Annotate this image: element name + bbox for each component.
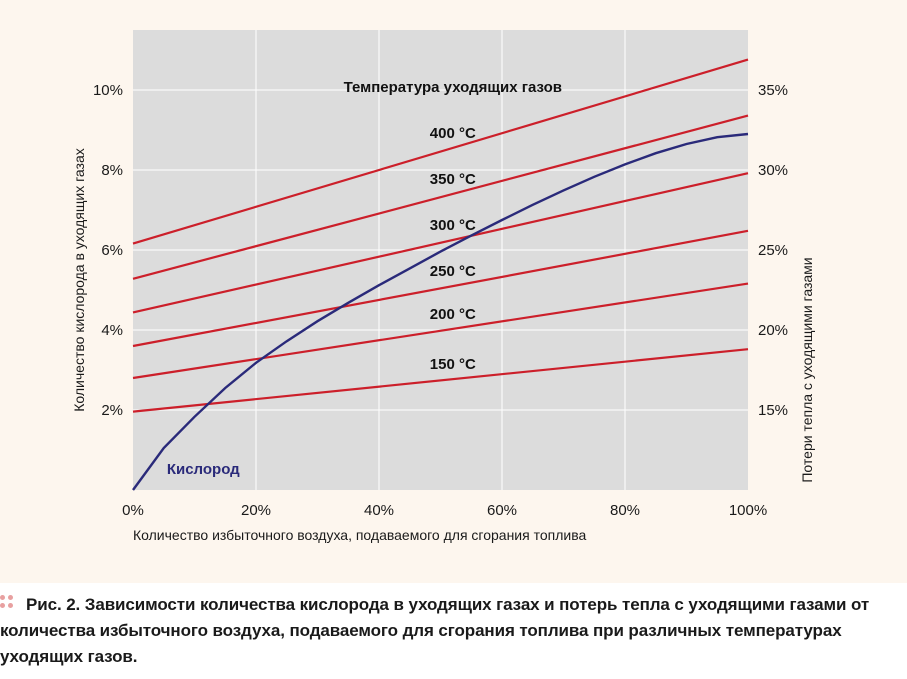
y-left-tick-label: 6% xyxy=(101,242,123,259)
y-right-tick-label: 35% xyxy=(758,82,788,99)
caption-text: Рис. 2. Зависимости количества кислорода… xyxy=(0,595,870,666)
series-label-300: 300 °C xyxy=(430,217,476,234)
chart-figure: 150 °C 200 °C 250 °C 300 °C 350 °C 400 °C Кисл… xyxy=(0,0,907,583)
y-right-tick-label: 15% xyxy=(758,402,788,419)
oxygen-line xyxy=(132,132,749,491)
caption-bullet-icon xyxy=(0,595,16,611)
series-label-400: 400 °C xyxy=(430,125,476,142)
series-label-150: 150 °C xyxy=(430,356,476,373)
oxygen-label: Кислород xyxy=(167,461,240,478)
y-right-tick-label: 30% xyxy=(758,162,788,179)
temperature-line-300 xyxy=(132,172,749,314)
y-right-axis-title: Потери тепла с уходящими газами xyxy=(799,257,815,482)
x-tick-label: 40% xyxy=(364,502,394,519)
figure-caption: Рис. 2. Зависимости количества кислорода… xyxy=(0,592,907,670)
x-tick-label: 20% xyxy=(241,502,271,519)
temperature-line-400 xyxy=(132,58,749,245)
x-axis-title: Количество избыточного воздуха, подаваем… xyxy=(133,527,586,543)
y-left-axis-title: Количество кислорода в уходящих газах xyxy=(71,148,87,412)
series-label-200: 200 °C xyxy=(430,306,476,323)
y-right-tick-label: 25% xyxy=(758,242,788,259)
x-tick-label: 0% xyxy=(122,502,144,519)
x-tick-label: 60% xyxy=(487,502,517,519)
x-tick-label: 80% xyxy=(610,502,640,519)
temperature-line-250 xyxy=(132,229,749,348)
temperature-line-350 xyxy=(132,114,749,280)
temperature-line-200 xyxy=(132,282,749,380)
plot-area xyxy=(133,30,748,490)
series-label-250: 250 °C xyxy=(430,263,476,280)
x-tick-label: 100% xyxy=(729,502,767,519)
series-label-350: 350 °C xyxy=(430,171,476,188)
legend-title: Температура уходящих газов xyxy=(344,79,562,96)
y-left-tick-label: 4% xyxy=(101,322,123,339)
y-left-tick-label: 2% xyxy=(101,402,123,419)
y-left-tick-label: 10% xyxy=(93,82,123,99)
y-left-tick-label: 8% xyxy=(101,162,123,179)
temperature-line-150 xyxy=(132,348,749,413)
chart: 150 °C 200 °C 250 °C 300 °C 350 °C 400 °C Кисл… xyxy=(71,30,815,543)
y-right-tick-label: 20% xyxy=(758,322,788,339)
